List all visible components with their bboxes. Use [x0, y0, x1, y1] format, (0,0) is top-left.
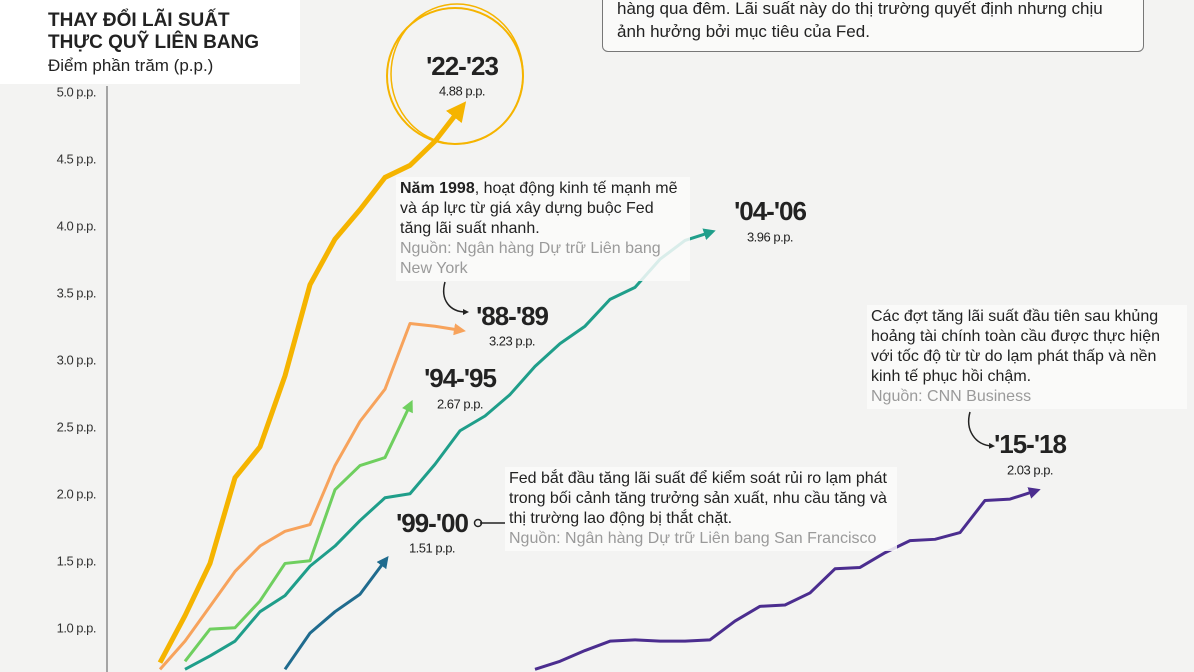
title-line: THỰC QUỸ LIÊN BANG	[48, 32, 260, 53]
value-label: 3.23 p.p.	[489, 333, 535, 348]
series-label: '22-'23	[426, 51, 498, 81]
y-axis-label: Điểm phần trăm (p.p.)	[48, 56, 214, 75]
annotation: Năm 1998, hoạt động kinh tế mạnh mẽ và á…	[396, 177, 690, 281]
y-tick-label: 3.0 p.p.	[57, 352, 96, 367]
value-label: 1.51 p.p.	[409, 540, 455, 555]
annotation: Fed bắt đầu tăng lãi suất để kiểm soát r…	[505, 467, 897, 551]
annotation-dot	[473, 518, 483, 528]
annotation-text: hàng qua đêm. Lãi suất này do thị trường…	[617, 0, 1103, 41]
series-line	[157, 101, 467, 664]
title-line: THAY ĐỔI LÃI SUẤT	[48, 10, 230, 31]
y-tick-label: 1.5 p.p.	[57, 554, 96, 569]
y-tick-label: 4.5 p.p.	[57, 151, 96, 166]
y-tick-label: 3.5 p.p.	[57, 285, 96, 300]
series-label: '04-'06	[734, 196, 806, 226]
series-line	[183, 399, 413, 663]
annotation-arrow	[968, 411, 995, 449]
annotation-text: Fed bắt đầu tăng lãi suất để kiểm soát r…	[509, 470, 887, 527]
y-tick-label: 2.5 p.p.	[57, 420, 96, 435]
chart-title: THAY ĐỔI LÃI SUẤT THỰC QUỸ LIÊN BANG	[48, 10, 259, 54]
annotation-text: , hoạt động kinh tế mạnh mẽ và áp lực từ…	[400, 180, 678, 237]
series-line	[283, 555, 389, 671]
annotation-text: Các đợt tăng lãi suất đầu tiên sau khủng…	[871, 308, 1160, 385]
annotation: hàng qua đêm. Lãi suất này do thị trường…	[602, 0, 1144, 52]
series-label: '15-'18	[994, 429, 1066, 459]
y-tick-label: 4.0 p.p.	[57, 218, 96, 233]
series-label: '99-'00	[396, 508, 468, 538]
y-tick-label: 1.0 p.p.	[57, 621, 96, 636]
annotation-lead: Năm 1998	[400, 180, 475, 197]
annotation-source: Nguồn: CNN Business	[871, 388, 1032, 405]
highlight-circle	[390, 3, 524, 145]
series-label: '88-'89	[476, 301, 548, 331]
value-label: 4.88 p.p.	[439, 83, 485, 98]
value-label: 3.96 p.p.	[747, 229, 793, 244]
y-tick-label: 5.0 p.p.	[57, 84, 96, 99]
series-line	[184, 228, 716, 671]
annotation: Các đợt tăng lãi suất đầu tiên sau khủng…	[867, 305, 1187, 409]
series-label: '94-'95	[424, 363, 496, 393]
annotation-source: Nguồn: Ngân hàng Dự trữ Liên bang New Yo…	[400, 240, 661, 277]
annotation-arrow	[443, 281, 469, 315]
annotation-source: Nguồn: Ngân hàng Dự trữ Liên bang San Fr…	[509, 530, 877, 547]
y-tick-label: 2.0 p.p.	[57, 487, 96, 502]
series-line	[534, 487, 1041, 671]
series-line	[158, 322, 466, 671]
value-label: 2.03 p.p.	[1007, 462, 1053, 477]
value-label: 2.67 p.p.	[437, 396, 483, 411]
title-backdrop	[0, 0, 300, 84]
